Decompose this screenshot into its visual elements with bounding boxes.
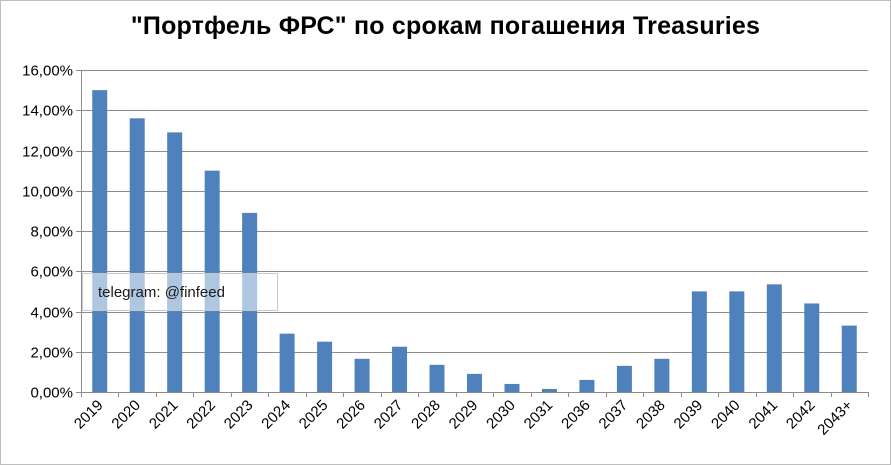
y-tick-label: 14,00% (22, 103, 73, 120)
y-tick-label: 2,00% (30, 345, 73, 362)
x-tick-label: 2036 (558, 397, 594, 433)
bar-2040 (729, 291, 745, 393)
x-tick-label: 2041 (746, 397, 782, 433)
bar-2021 (167, 132, 183, 392)
x-axis-ticks: 2019 2020 2021 2022 2023 2024 2025 2026 2027 2028… (71, 397, 856, 439)
bar-2031 (541, 388, 557, 392)
telegram-watermark: telegram: @finfeed (82, 273, 278, 311)
y-tick-label: 0,00% (30, 385, 73, 402)
bar-2039 (691, 291, 707, 393)
x-tick-label: 2029 (446, 397, 482, 433)
x-tick-label: 2027 (371, 397, 407, 433)
bar-2020 (129, 118, 145, 393)
y-tick-label: 8,00% (30, 224, 73, 241)
x-tick-label: 2039 (671, 397, 707, 433)
x-tick-label: 2022 (183, 397, 219, 433)
y-tick-label: 6,00% (30, 264, 73, 281)
bar-2042 (804, 303, 820, 392)
watermark-text: telegram: @finfeed (98, 284, 225, 301)
x-tick-label: 2030 (483, 397, 519, 433)
x-tick-label: 2043+ (814, 397, 856, 439)
x-tick-label: 2031 (521, 397, 557, 433)
x-tick-label: 2042 (783, 397, 819, 433)
x-tick-label: 2023 (221, 397, 257, 433)
y-tick-label: 10,00% (22, 184, 73, 201)
x-tick-label: 2019 (71, 397, 107, 433)
x-tick-label: 2026 (333, 397, 369, 433)
bar-2041 (766, 284, 782, 392)
y-tick-label: 12,00% (22, 144, 73, 161)
bar-2026 (354, 358, 370, 392)
axes (76, 70, 869, 397)
y-tick-label: 4,00% (30, 305, 73, 322)
bar-2028 (429, 364, 445, 392)
bar-2024 (279, 333, 295, 392)
bar-2025 (317, 341, 333, 392)
x-tick-label: 2028 (408, 397, 444, 433)
x-tick-label: 2025 (296, 397, 332, 433)
x-tick-label: 2040 (708, 397, 744, 433)
x-tick-label: 2038 (633, 397, 669, 433)
bars (92, 90, 857, 393)
bar-2027 (392, 346, 408, 392)
x-tick-label: 2020 (108, 397, 144, 433)
bar-2030 (504, 383, 520, 392)
bar-2037 (616, 365, 632, 392)
x-tick-label: 2024 (258, 397, 294, 433)
x-tick-label: 2021 (146, 397, 182, 433)
y-tick-label: 16,00% (22, 63, 73, 80)
chart-title: "Портфель ФРС" по срокам погашения Treas… (130, 12, 761, 40)
x-tick-label: 2037 (596, 397, 632, 433)
bar-2038 (654, 358, 670, 392)
y-axis-ticks: 0,00% 2,00% 4,00% 6,00% 8,00% 10,00% 12,00% 14,… (22, 63, 73, 402)
bar-2043+ (841, 325, 857, 392)
bar-2036 (579, 379, 595, 392)
bar-2019 (92, 90, 108, 393)
bar-2029 (467, 373, 482, 392)
